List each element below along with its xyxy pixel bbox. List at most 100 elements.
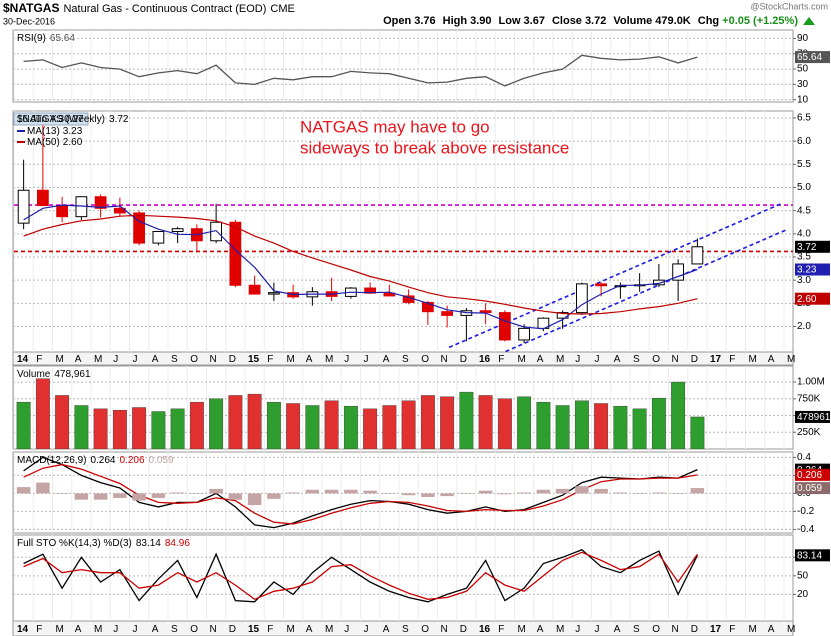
candle-body xyxy=(498,312,511,341)
y-tick-label: 4.5 xyxy=(797,205,811,216)
candle-body xyxy=(691,246,704,265)
volume-bar xyxy=(363,408,378,449)
volume-bar xyxy=(343,405,358,449)
date: 30-Dec-2016 xyxy=(3,16,55,26)
y-tick-label: 1.00M xyxy=(797,377,825,388)
x-tick-label: F xyxy=(498,624,504,635)
x-tick-label: A xyxy=(537,354,544,365)
x-tick-label: D xyxy=(229,354,236,365)
legend-title: MACD(12,26,9) xyxy=(17,455,86,466)
value-box-label: 3.23 xyxy=(797,265,817,276)
value-box xyxy=(795,51,830,64)
quote-label: Chg xyxy=(698,15,719,27)
moving-average xyxy=(23,214,698,315)
histogram-bar xyxy=(93,493,108,500)
value-box-label: 83.14 xyxy=(797,550,822,561)
volume-bar xyxy=(55,395,70,449)
histogram-bar xyxy=(151,493,166,498)
volume-bar xyxy=(517,396,532,449)
x-tick-label: A xyxy=(383,624,390,635)
quote-label: High xyxy=(443,15,468,27)
x-tick-label: A xyxy=(768,354,775,365)
credit: @StockCharts.com xyxy=(750,1,828,11)
volume-bar xyxy=(613,405,628,449)
x-tick-label: M xyxy=(787,624,795,635)
candle-body xyxy=(421,301,434,313)
value-box-label: 65.64 xyxy=(797,52,822,63)
value-box xyxy=(795,549,830,562)
symbol: $NATGAS xyxy=(3,1,59,15)
legend-value: 478,961 xyxy=(54,369,91,380)
candle-body xyxy=(575,283,588,314)
y-tick-label: 2.0 xyxy=(797,321,811,332)
y-tick-label: 50 xyxy=(797,570,809,581)
volume-bar xyxy=(151,411,166,449)
x-tick-label: F xyxy=(36,354,42,365)
volume-bar xyxy=(324,400,339,449)
histogram-bar xyxy=(267,493,281,499)
x-tick-label: D xyxy=(691,354,698,365)
y-tick-label: 50 xyxy=(797,64,809,75)
candle-body xyxy=(267,292,280,295)
x-tick-label: A xyxy=(152,354,159,365)
candle-body xyxy=(17,189,30,224)
x-tick-label: M xyxy=(556,354,564,365)
legend-title: RSI(9) xyxy=(17,33,46,44)
histogram-bar xyxy=(671,493,685,494)
volume-bar xyxy=(170,408,185,449)
histogram-bar xyxy=(632,493,647,494)
candle-body xyxy=(171,228,184,233)
histogram-bar xyxy=(459,493,474,494)
x-tick-label: A xyxy=(75,354,82,365)
x-tick-label: M xyxy=(749,354,757,365)
x-tick-label: M xyxy=(56,624,64,635)
histogram-bar xyxy=(228,493,243,500)
x-tick-label: S xyxy=(633,624,640,635)
x-tick-label: F xyxy=(267,624,273,635)
x-tick-label: J xyxy=(595,624,600,635)
x-tick-label: A xyxy=(537,624,544,635)
x-tick-label: D xyxy=(229,624,236,635)
x-tick-label: A xyxy=(614,624,621,635)
histogram-bar xyxy=(575,486,589,494)
up-arrow xyxy=(803,17,815,25)
x-tick-label: O xyxy=(652,624,660,635)
y-tick-label: 3.0 xyxy=(797,275,811,286)
annotation: NATGAS may have to go xyxy=(300,117,490,136)
legend-value: 0.264 xyxy=(90,455,115,466)
x-tick-label: J xyxy=(113,354,118,365)
histogram-bar xyxy=(401,493,416,496)
volume-bar xyxy=(189,401,204,449)
y-tick-label: 750K xyxy=(797,393,821,404)
histogram-bar xyxy=(536,489,551,494)
x-tick-label: J xyxy=(113,624,118,635)
value-box-label: 0.059 xyxy=(797,483,822,494)
legend-name: MA(13) xyxy=(27,126,60,137)
y-tick-label: 4.0 xyxy=(797,228,811,239)
x-tick-label: J xyxy=(133,624,138,635)
tooltip-text: 16 Jun Y:30.27 xyxy=(17,114,84,125)
histogram-bar xyxy=(690,488,705,494)
quote-label: Low xyxy=(499,15,521,27)
legend-value: 0.059 xyxy=(149,455,174,466)
x-tick-label: A xyxy=(768,624,775,635)
volume-bar xyxy=(35,378,50,449)
histogram-bar xyxy=(55,493,69,494)
y-tick-label: 0.4 xyxy=(797,452,811,463)
y-tick-label: 250K xyxy=(797,427,821,438)
volume-bar xyxy=(478,395,493,449)
volume-bar xyxy=(112,409,127,449)
quote-value: 479.0K xyxy=(655,15,691,27)
x-tick-label: N xyxy=(210,354,217,365)
y-tick-label: 6.0 xyxy=(797,136,811,147)
volume-bar xyxy=(536,401,551,449)
x-tick-label: S xyxy=(171,354,178,365)
x-tick-label: A xyxy=(152,624,159,635)
histogram-bar xyxy=(498,493,512,495)
quote-label: Close xyxy=(552,15,582,27)
legend: MACD(12,26,9) 0.264 0.206 0.059 xyxy=(17,455,174,466)
x-tick-label: M xyxy=(94,354,102,365)
histogram-bar xyxy=(440,493,454,497)
candle-body xyxy=(652,279,665,286)
volume-bar xyxy=(574,400,589,449)
